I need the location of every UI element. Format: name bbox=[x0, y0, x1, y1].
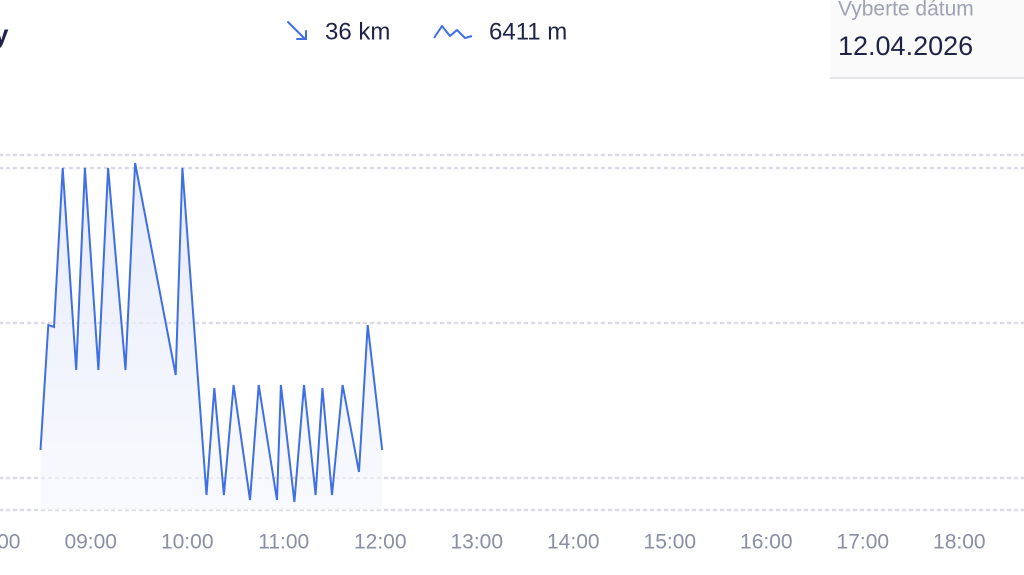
x-tick-label: 09:00 bbox=[64, 531, 117, 554]
date-picker-label: Vyberte dátum bbox=[838, 0, 974, 21]
x-tick-label: 14:00 bbox=[547, 531, 600, 554]
page-title: y bbox=[0, 19, 9, 49]
elevation-value: 6411 m bbox=[489, 18, 567, 45]
date-picker[interactable]: Vyberte dátum 12.04.2026 bbox=[830, 0, 1024, 79]
distance-value: 36 km bbox=[325, 18, 390, 45]
date-picker-box[interactable] bbox=[830, 0, 1024, 78]
elevation-icon bbox=[433, 25, 473, 39]
elevation-line bbox=[39, 162, 384, 503]
x-tick-label: 11:00 bbox=[258, 531, 309, 554]
area-fill bbox=[40, 163, 383, 510]
x-tick-label: 17:00 bbox=[837, 531, 890, 554]
x-tick-label: 18:00 bbox=[933, 531, 986, 554]
date-picker-value[interactable]: 12.04.2026 bbox=[838, 31, 973, 61]
x-tick-label: 08:00 bbox=[0, 531, 20, 554]
x-tick-label: 15:00 bbox=[644, 531, 697, 554]
distance-stat: 36 km bbox=[287, 18, 390, 45]
x-tick-label: 13:00 bbox=[450, 531, 503, 554]
x-tick-label: 12:00 bbox=[354, 531, 407, 554]
elevation-chart: 08:00 09:00 10:00 11:00 12:00 13:00 14:00 15:00… bbox=[0, 153, 1024, 554]
distance-icon bbox=[287, 21, 307, 40]
x-tick-label: 16:00 bbox=[740, 531, 793, 554]
elevation-stat: 6411 m bbox=[433, 18, 567, 45]
x-tick-label: 10:00 bbox=[161, 531, 214, 554]
